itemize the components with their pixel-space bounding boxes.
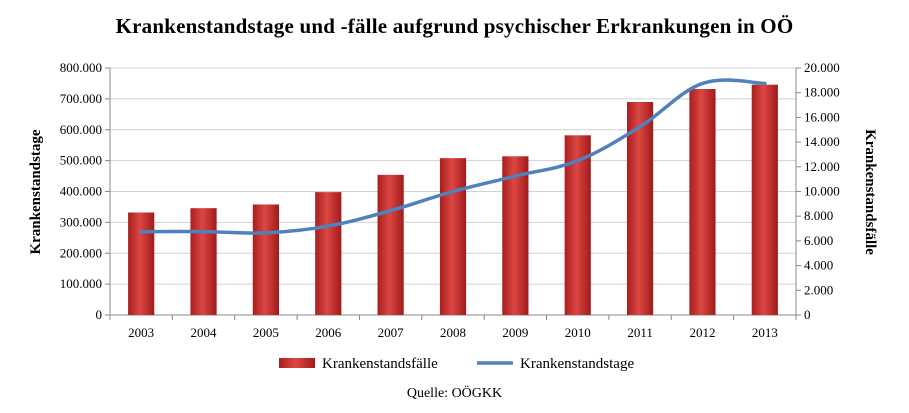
x-tick-label: 2005	[253, 325, 279, 340]
y-left-tick-label: 300.000	[60, 214, 102, 229]
bar-series	[128, 84, 778, 316]
x-tick-label: 2008	[440, 325, 466, 340]
bar	[190, 208, 217, 315]
bar	[252, 204, 280, 315]
bar	[439, 158, 467, 315]
y-right-tick-label: 12.000	[804, 159, 840, 174]
bar	[626, 101, 654, 316]
y-right-tick-label: 10.000	[804, 184, 840, 199]
y-right-tick-label: 8.000	[804, 208, 833, 223]
x-tick-label: 2013	[752, 325, 778, 340]
y-left-tick-label: 200.000	[60, 245, 102, 260]
y-right-tick-label: 4.000	[804, 258, 833, 273]
y-left-tick-label: 0	[96, 307, 103, 322]
source-note: Quelle: OÖGKK	[406, 386, 503, 401]
y-axis-right-title: Krankenstandsfälle	[862, 129, 878, 255]
x-tick-label: 2009	[502, 325, 528, 340]
y-left-tick-label: 400.000	[60, 184, 102, 199]
line-series	[139, 78, 767, 235]
x-tick-label: 2011	[627, 325, 653, 340]
tick-labels: 0 100.000 200.000 300.000 400.000 500.000 600.…	[60, 60, 840, 340]
y-left-tick-label: 600.000	[60, 122, 102, 137]
chart-title: Krankenstandstage und -fälle aufgrund ps…	[115, 14, 794, 38]
x-tick-label: 2006	[315, 325, 342, 340]
y-left-tick-label: 500.000	[60, 153, 102, 168]
y-right-tick-label: 0	[804, 307, 811, 322]
bar	[377, 174, 404, 315]
y-left-tick-label: 700.000	[60, 91, 102, 106]
y-right-tick-label: 20.000	[804, 60, 840, 75]
y-axis-left-title: Krankenstandstage	[28, 129, 44, 254]
y-left-tick-label: 100.000	[60, 276, 102, 291]
y-right-tick-label: 6.000	[804, 233, 833, 248]
x-tick-label: 2004	[191, 325, 218, 340]
y-right-tick-label: 2.000	[804, 282, 833, 297]
y-right-tick-label: 18.000	[804, 85, 840, 100]
x-tick-label: 2003	[128, 325, 154, 340]
x-tick-label: 2010	[565, 325, 591, 340]
x-tick-label: 2012	[689, 325, 715, 340]
x-tick-label: 2007	[378, 325, 405, 340]
bar	[502, 156, 529, 315]
bar	[128, 212, 155, 315]
legend-label-line: Krankenstandstage	[520, 356, 634, 372]
bar	[751, 84, 778, 315]
bar	[689, 88, 716, 316]
bar	[315, 192, 342, 315]
y-right-tick-label: 16.000	[804, 109, 840, 124]
line-path	[139, 78, 767, 235]
legend-label-bars: Krankenstandsfälle	[322, 356, 438, 372]
y-left-tick-label: 800.000	[60, 60, 102, 75]
y-right-tick-label: 14.000	[804, 134, 840, 149]
legend: Krankenstandsfälle Krankenstandstage	[279, 356, 634, 372]
legend-swatch-bars	[279, 358, 315, 368]
